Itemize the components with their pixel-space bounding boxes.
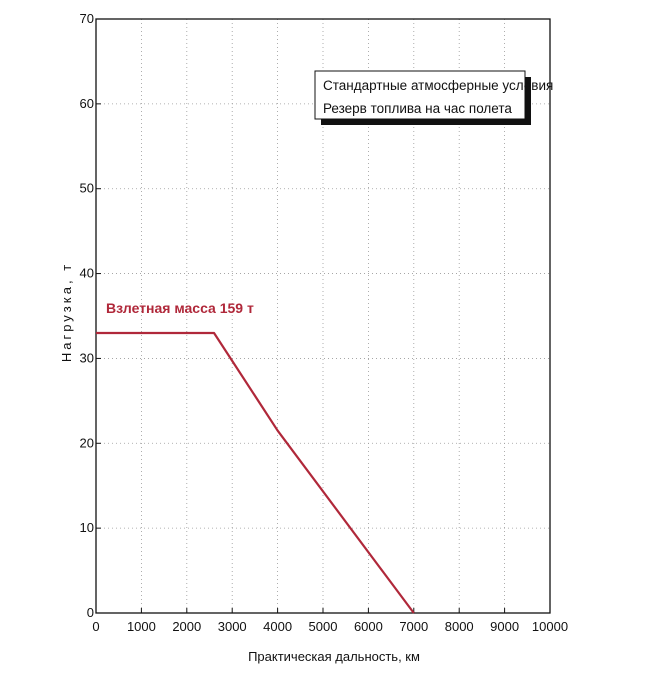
x-tick-label: 5000 xyxy=(309,619,338,634)
x-tick-label: 4000 xyxy=(263,619,292,634)
y-axis-title: Нагрузка, т xyxy=(59,262,74,362)
x-tick-label: 10000 xyxy=(532,619,568,634)
y-tick-label: 10 xyxy=(80,520,94,535)
x-tick-label: 7000 xyxy=(399,619,428,634)
y-tick-label: 70 xyxy=(80,11,94,26)
x-tick-label: 8000 xyxy=(445,619,474,634)
series-label-takeoff-mass: Взлетная масса 159 т xyxy=(106,300,254,316)
x-tick-label: 6000 xyxy=(354,619,383,634)
y-tick-label: 50 xyxy=(80,181,94,196)
legend-line-conditions: Стандартные атмосферные условия xyxy=(323,78,553,93)
y-tick-label: 0 xyxy=(87,605,94,620)
x-axis-ticks: 0 1000 2000 3000 4000 5000 6000 7000 8000 9000 100… xyxy=(92,608,568,634)
grid xyxy=(96,19,550,613)
x-tick-label: 2000 xyxy=(172,619,201,634)
y-axis-ticks: 0 10 20 30 40 50 60 70 xyxy=(80,11,101,620)
y-tick-label: 30 xyxy=(80,350,94,365)
x-tick-label: 3000 xyxy=(218,619,247,634)
legend-box-frame xyxy=(314,70,526,120)
x-axis-title: Практическая дальность, км xyxy=(248,649,420,664)
series-layer xyxy=(95,331,415,614)
y-tick-label: 20 xyxy=(80,435,94,450)
legend-box: Стандартные атмосферные условия Резерв т… xyxy=(314,70,553,125)
x-tick-label: 1000 xyxy=(127,619,156,634)
series-line-0 xyxy=(96,331,415,614)
y-tick-label: 40 xyxy=(80,266,94,281)
legend-line-fuel-reserve: Резерв топлива на час полета xyxy=(323,101,512,116)
y-tick-label: 60 xyxy=(80,96,94,111)
x-tick-label: 0 xyxy=(92,619,99,634)
x-tick-label: 9000 xyxy=(490,619,519,634)
